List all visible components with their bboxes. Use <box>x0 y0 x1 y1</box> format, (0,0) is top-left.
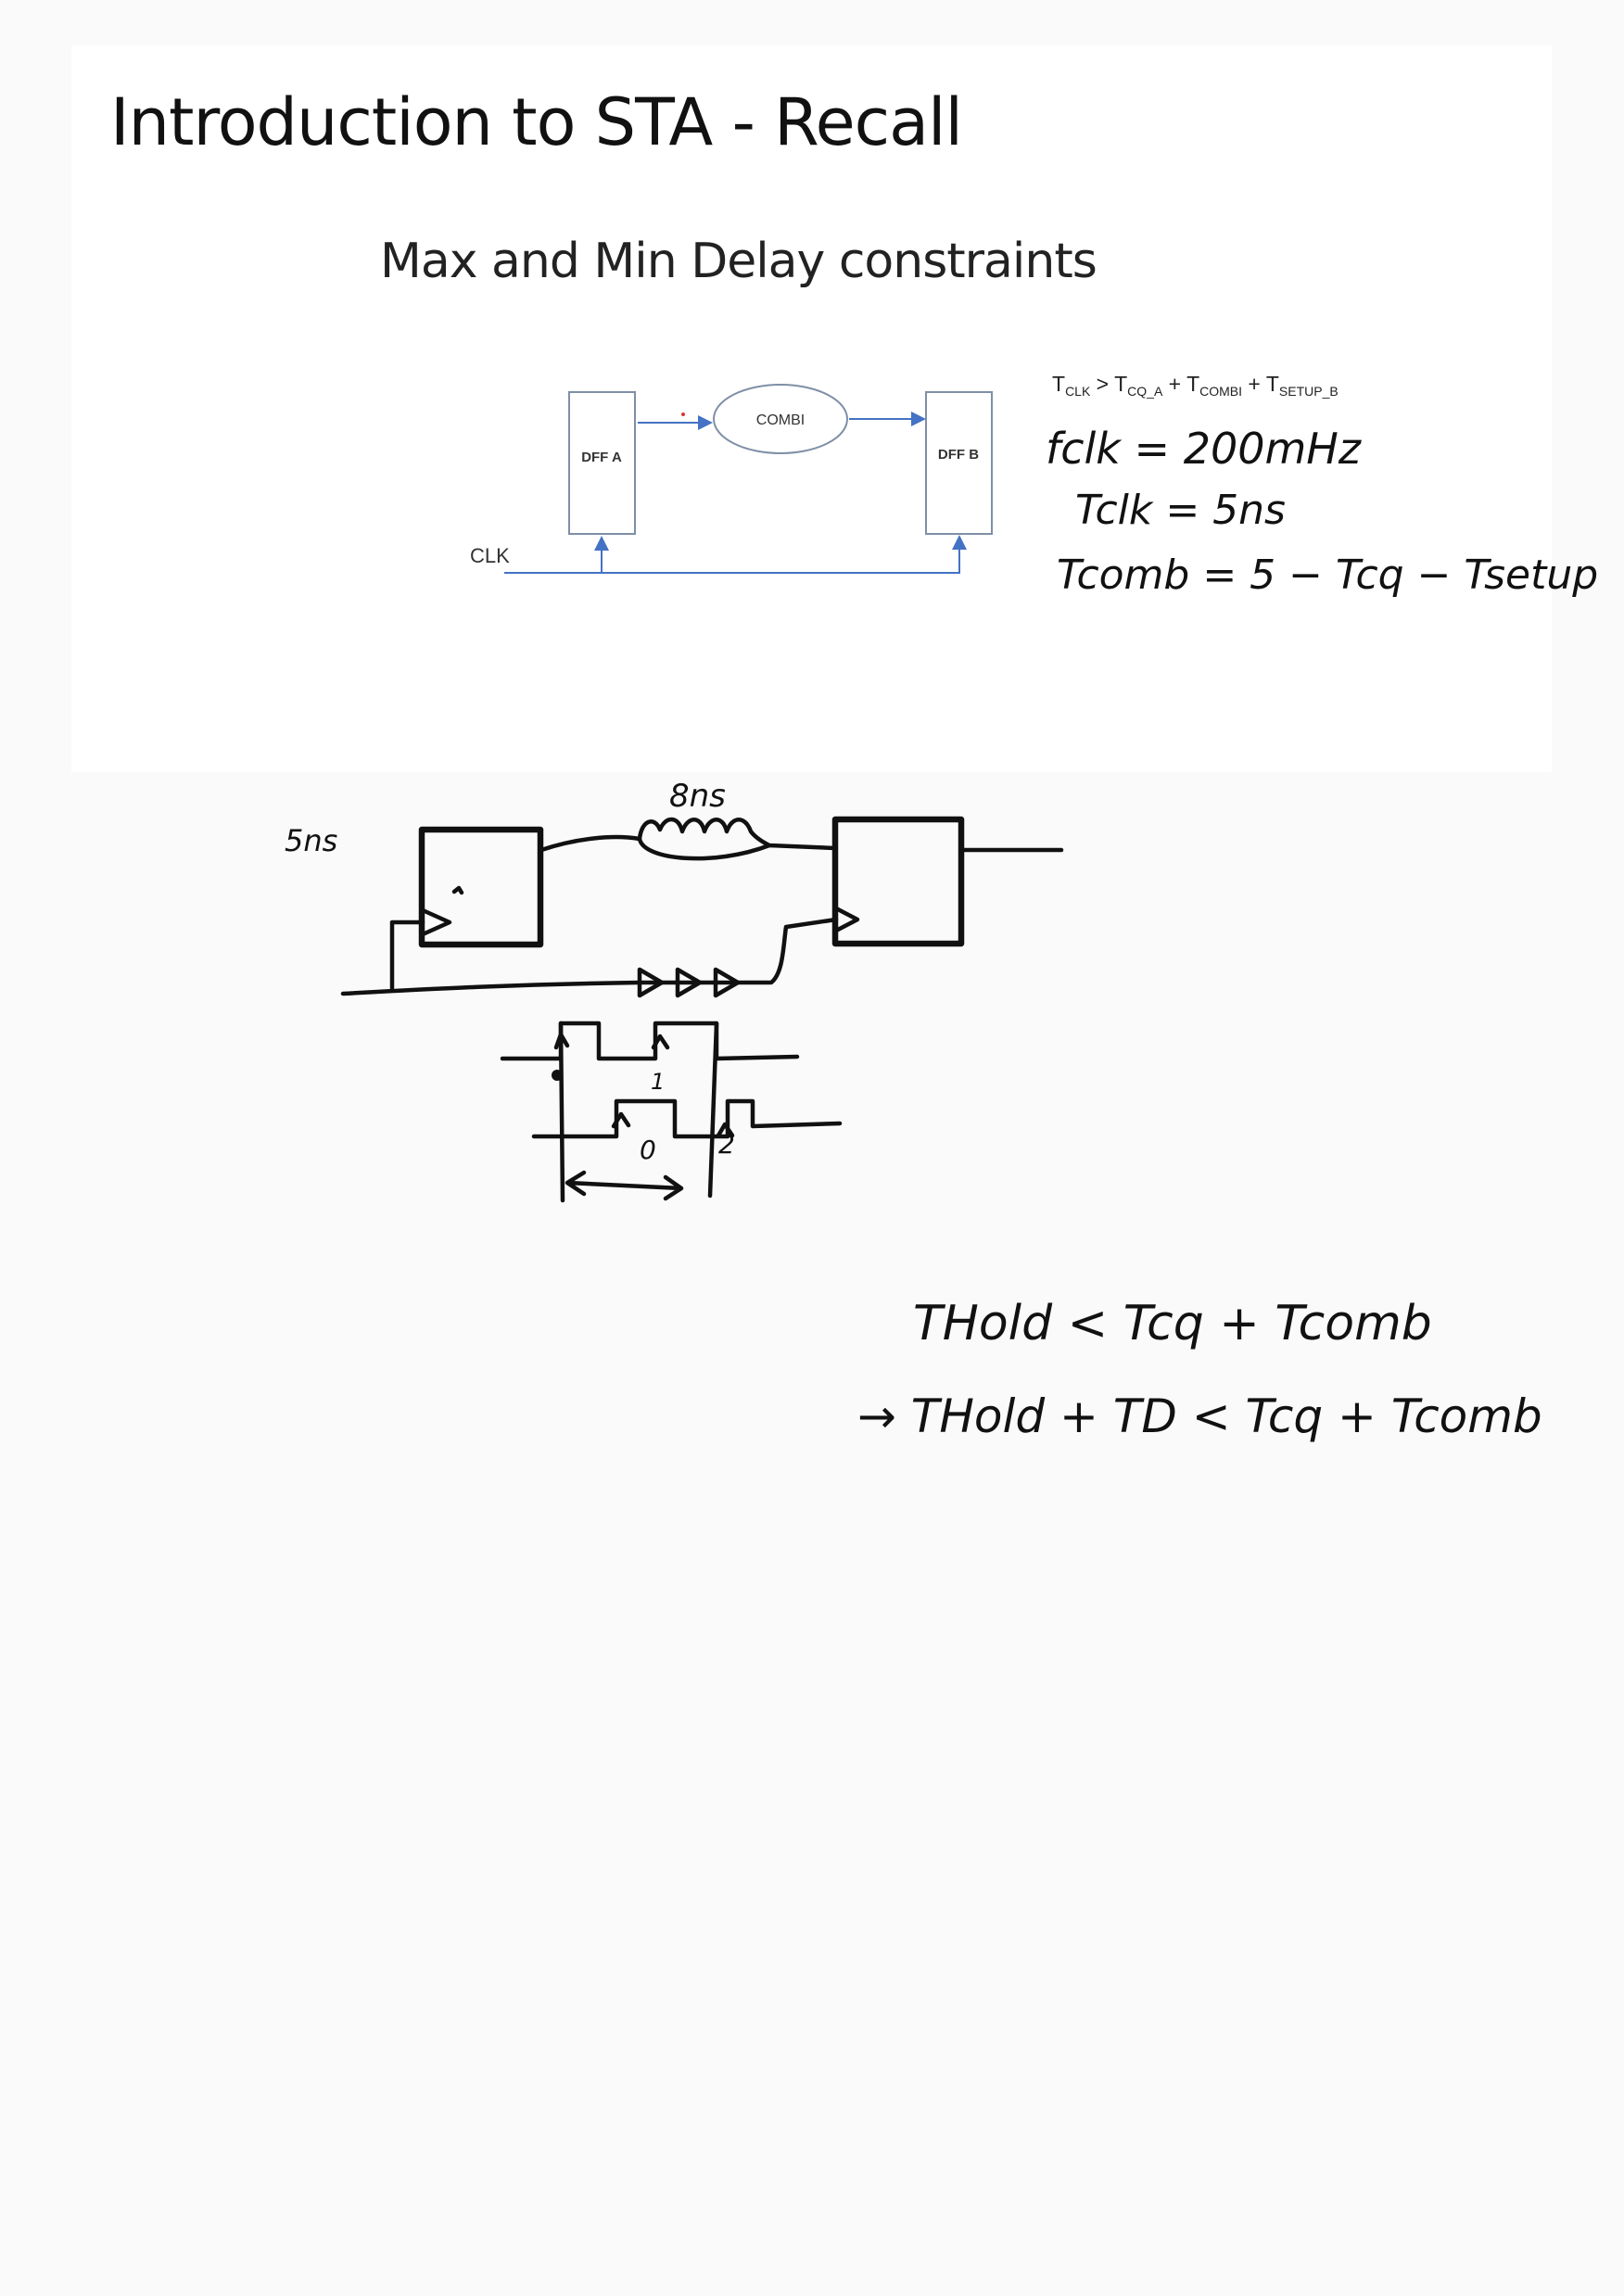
note-5ns: 5ns <box>285 823 337 858</box>
hold-equation-1: THold < Tcq + Tcomb <box>913 1296 1432 1351</box>
combi-squiggle <box>539 817 838 861</box>
buffer-1 <box>637 967 665 998</box>
clock-to-ff1 <box>389 920 425 991</box>
dff-b-box <box>925 391 993 535</box>
waveform-2 <box>531 1098 843 1139</box>
dff-a-box <box>568 391 636 535</box>
waveform-1 <box>500 1021 800 1061</box>
dff-a-label: DFF A <box>581 450 622 465</box>
note-8ns: 8ns <box>669 778 726 815</box>
red-dot <box>681 412 685 416</box>
rising-edge-arrow-1 <box>553 1032 570 1050</box>
slide-panel: Introduction to STA - Recall Max and Min… <box>71 45 1552 772</box>
slide-title: Introduction to STA - Recall <box>110 84 963 160</box>
clk-label: CLK <box>470 544 510 567</box>
combi-ellipse <box>713 384 848 454</box>
dff-b-label: DFF B <box>938 447 979 463</box>
max-min-delay-diagram: DFF A COMBI DFF B CLK TCLK > TCQ_A + TCO… <box>470 372 1339 574</box>
slide-subtitle: Max and Min Delay constraints <box>380 234 1097 289</box>
clock-line <box>340 980 772 996</box>
combi-label: COMBI <box>756 412 805 428</box>
buffer-3 <box>713 967 741 998</box>
dashed-divider-2 <box>707 1021 719 1199</box>
buffer-2 <box>675 967 703 998</box>
rising-edge-arrow-3 <box>611 1111 631 1129</box>
clock-triangle-2 <box>833 906 860 933</box>
mark-2: 2 <box>718 1129 735 1160</box>
rising-edge-arrow-4 <box>716 1122 735 1138</box>
dashed-divider-1 <box>558 1021 565 1203</box>
edge-dot <box>552 1070 563 1081</box>
hand-flipflop-2 <box>831 816 965 947</box>
hand-flipflop-1 <box>418 826 544 948</box>
mark-1: 1 <box>651 1069 665 1095</box>
mark-0: 0 <box>640 1135 656 1165</box>
setup-equation: TCLK > TCQ_A + TCOMBI + TSETUP_B <box>1052 372 1339 399</box>
period-arrow <box>565 1170 684 1201</box>
rising-edge-arrow-2 <box>651 1034 670 1050</box>
clock-triangle-1 <box>420 907 452 937</box>
clk-line <box>504 535 967 574</box>
mark-caret <box>451 885 464 895</box>
hold-equation-2: → THold + TD < Tcq + Tcomb <box>857 1389 1542 1443</box>
clock-to-ff2 <box>768 917 839 985</box>
